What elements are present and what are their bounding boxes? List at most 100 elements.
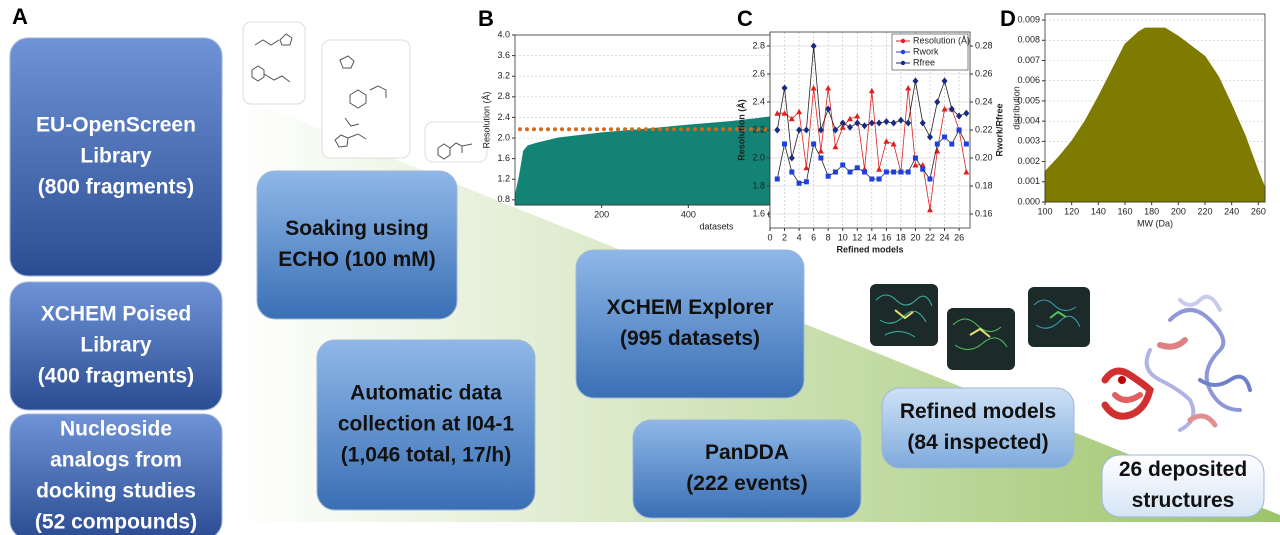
y-tick-label: 0.001 (1017, 176, 1040, 186)
panel-label: A (12, 4, 28, 29)
y-tick-label: 2.2 (752, 124, 765, 134)
y-axis-title: distribution (1011, 86, 1021, 130)
box-text: (52 compounds) (35, 511, 197, 534)
y-axis-title: Resolution (Å) (736, 99, 746, 161)
legend-swatch (901, 50, 905, 54)
workflow-box (576, 250, 804, 398)
box-text: (1,046 total, 17/h) (341, 444, 511, 467)
x-tick-label: 4 (797, 232, 802, 242)
box-text: collection at I04-1 (338, 413, 515, 436)
marker (898, 170, 903, 175)
marker (775, 177, 780, 182)
y2-axis-title: Rwork/Rfree (994, 103, 1004, 156)
x-tick-label: 140 (1091, 206, 1106, 216)
y-tick-label: 2.4 (752, 96, 765, 106)
x-tick-label: 18 (896, 232, 906, 242)
panel-label: D (1000, 6, 1016, 31)
y-tick-label: 0.8 (497, 194, 510, 204)
x-tick-label: 200 (594, 209, 609, 219)
x-tick-label: 400 (681, 209, 696, 219)
marker (869, 177, 874, 182)
x-tick-label: 26 (954, 232, 964, 242)
workflow-box (257, 171, 457, 319)
y-tick-label: 2.0 (497, 132, 510, 142)
box-text: XCHEM Poised (41, 303, 192, 326)
box-text: Library (80, 145, 152, 168)
y-axis-title: Resolution (Å) (481, 91, 491, 148)
marker (906, 170, 911, 175)
y-tick-label: 0.006 (1017, 75, 1040, 85)
chart: 0.0000.0010.0020.0030.0040.0050.0060.007… (1011, 14, 1265, 228)
box-text: analogs from (50, 449, 182, 472)
y-tick-label: 2.4 (497, 112, 510, 122)
x-tick-label: 24 (940, 232, 950, 242)
x-tick-label: 10 (838, 232, 848, 242)
y-tick-label: 1.6 (752, 208, 765, 218)
y2-tick-label: 0.18 (975, 180, 993, 190)
y-tick-label: 3.2 (497, 71, 510, 81)
marker (818, 156, 823, 161)
box-text: 26 deposited (1119, 458, 1247, 481)
y2-tick-label: 0.22 (975, 124, 993, 134)
marker (942, 135, 947, 140)
marker (957, 128, 962, 133)
panel-label: B (478, 6, 494, 31)
marker (913, 156, 918, 161)
box-text: Library (80, 334, 152, 357)
y2-tick-label: 0.16 (975, 208, 993, 218)
x-tick-label: 120 (1064, 206, 1079, 216)
x-tick-label: 6 (811, 232, 816, 242)
marker (782, 142, 787, 147)
charts: 0.81.21.62.02.42.83.23.64.0200400600800d… (481, 14, 1265, 254)
x-tick-label: 12 (852, 232, 862, 242)
y-tick-label: 2.8 (752, 40, 765, 50)
y-tick-label: 2.0 (752, 152, 765, 162)
density-thumbnails (870, 284, 1090, 370)
marker (920, 167, 925, 172)
marker (862, 170, 867, 175)
marker (928, 177, 933, 182)
box-text: Automatic data (350, 382, 502, 405)
marker (789, 170, 794, 175)
marker (840, 163, 845, 168)
x-tick-label: 0 (767, 232, 772, 242)
legend-label: Resolution (Å) (913, 35, 970, 45)
y-tick-label: 0.008 (1017, 35, 1040, 45)
box-text: (400 fragments) (38, 365, 194, 388)
x-axis-title: MW (Da) (1137, 218, 1173, 228)
box-text: (222 events) (686, 472, 807, 495)
marker (826, 174, 831, 179)
x-tick-label: 22 (925, 232, 935, 242)
x-tick-label: 180 (1144, 206, 1159, 216)
y2-tick-label: 0.20 (975, 152, 993, 162)
x-tick-label: 8 (826, 232, 831, 242)
y-tick-label: 1.6 (497, 153, 510, 163)
box-text: docking studies (36, 480, 196, 503)
marker (848, 170, 853, 175)
marker (949, 142, 954, 147)
x-tick-label: 200 (1171, 206, 1186, 216)
legend-swatch (901, 61, 905, 65)
x-tick-label: 220 (1197, 206, 1212, 216)
box-text: Nucleoside (60, 418, 172, 441)
y-tick-label: 1.2 (497, 174, 510, 184)
legend-swatch (901, 39, 905, 43)
y2-tick-label: 0.26 (975, 68, 993, 78)
marker (877, 177, 882, 182)
box-text: XCHEM Explorer (607, 296, 774, 319)
x-tick-label: 160 (1117, 206, 1132, 216)
x-tick-label: 240 (1224, 206, 1239, 216)
y-tick-label: 4.0 (497, 29, 510, 39)
protein-structure (1105, 297, 1250, 430)
x-tick-label: 20 (910, 232, 920, 242)
y-tick-label: 0.002 (1017, 156, 1040, 166)
panel-label: C (737, 6, 753, 31)
marker (935, 142, 940, 147)
box-text: Refined models (900, 400, 1056, 423)
y-tick-label: 0.000 (1017, 196, 1040, 206)
workflow-box (633, 420, 861, 518)
x-axis-title: datasets (699, 221, 734, 231)
y2-tick-label: 0.28 (975, 40, 993, 50)
figure: EU-OpenScreenLibrary(800 fragments)XCHEM… (0, 0, 1280, 535)
